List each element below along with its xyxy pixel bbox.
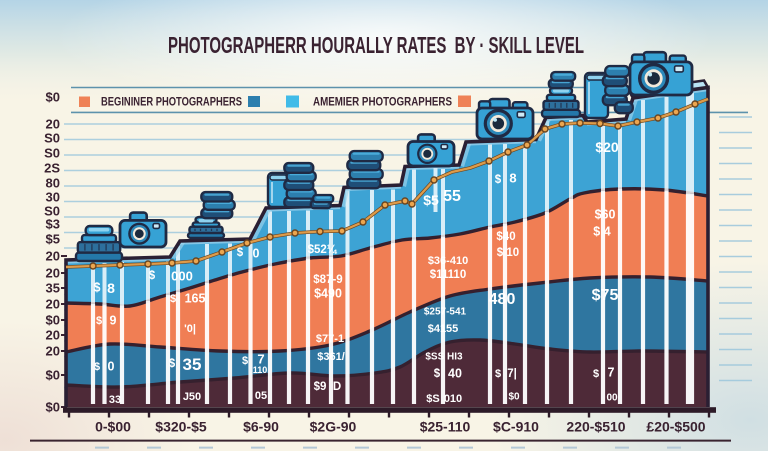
svg-text:$25-110: $25-110 [420, 419, 471, 435]
svg-text:$: $ [495, 368, 501, 380]
svg-text:$: $ [242, 355, 248, 367]
svg-text:$SS HI3: $SS HI3 [425, 352, 463, 363]
svg-text:$: $ [237, 247, 244, 259]
svg-text:$0: $0 [46, 313, 60, 328]
svg-text:55: 55 [443, 188, 461, 205]
svg-text:$S: $S [426, 393, 439, 405]
svg-text:$0: $0 [46, 368, 60, 383]
svg-text:BEGININER PHOTOGRAPHERS: BEGININER PHOTOGRAPHERS [101, 97, 242, 109]
svg-text:35: 35 [183, 355, 202, 374]
svg-text:20: 20 [46, 344, 60, 359]
svg-text:$490: $490 [314, 287, 342, 301]
svg-text:$0: $0 [508, 392, 520, 403]
svg-text:0: 0 [253, 247, 260, 261]
svg-text:$36-410: $36-410 [428, 255, 468, 267]
svg-text:'0|: '0| [184, 323, 196, 335]
svg-text:$: $ [434, 368, 441, 380]
svg-text:20: 20 [46, 328, 60, 343]
svg-text:30: 30 [46, 190, 60, 205]
svg-text:$40: $40 [496, 231, 515, 243]
svg-text:9: 9 [110, 314, 117, 328]
svg-text:AMEMIER PHOTOGRAPHERS: AMEMIER PHOTOGRAPHERS [313, 97, 452, 109]
svg-text:110: 110 [253, 365, 268, 375]
svg-text:$52¼: $52¼ [308, 244, 338, 256]
svg-text:$0: $0 [46, 400, 60, 415]
svg-text:7: 7 [608, 366, 615, 380]
svg-text:$ 10: $ 10 [497, 247, 519, 259]
svg-text:8: 8 [107, 280, 115, 296]
svg-text:7|: 7| [507, 368, 517, 380]
svg-text:$: $ [94, 361, 100, 373]
svg-text:000: 000 [171, 269, 193, 284]
svg-text:20: 20 [46, 266, 60, 281]
svg-text:010: 010 [444, 393, 462, 405]
svg-text:33: 33 [109, 394, 121, 406]
svg-text:J50: J50 [183, 391, 201, 403]
svg-text:S0: S0 [44, 146, 60, 161]
svg-text:$320-$5: $320-$5 [155, 419, 207, 435]
svg-text:$361/: $361/ [317, 351, 345, 363]
svg-text:$11110: $11110 [430, 269, 466, 281]
svg-text:$5: $5 [423, 192, 439, 208]
svg-text:480: 480 [489, 291, 516, 308]
svg-text:8: 8 [509, 171, 516, 186]
svg-text:05: 05 [255, 390, 267, 402]
svg-text:$4155: $4155 [428, 323, 459, 335]
svg-text:2S: 2S [44, 161, 60, 176]
svg-text:$: $ [94, 281, 101, 295]
svg-text:D: D [333, 381, 341, 393]
svg-text:$257-541: $257-541 [424, 307, 467, 318]
svg-text:$2G-90: $2G-90 [310, 419, 357, 435]
svg-text:$0: $0 [46, 90, 60, 105]
svg-text:$6-90: $6-90 [243, 419, 279, 435]
svg-text:$87-9: $87-9 [313, 274, 342, 286]
svg-text:$: $ [593, 368, 599, 380]
svg-text:7: 7 [257, 352, 264, 367]
svg-text:40: 40 [448, 367, 462, 381]
svg-text:00: 00 [606, 393, 618, 404]
svg-text:S0: S0 [44, 204, 60, 219]
svg-text:$: $ [96, 315, 102, 327]
svg-text:$9: $9 [314, 381, 327, 393]
svg-text:$77-1: $77-1 [316, 333, 344, 345]
svg-text:$5: $5 [46, 232, 60, 247]
svg-text:0-$00: 0-$00 [95, 419, 131, 435]
svg-text:0: 0 [108, 360, 115, 374]
svg-text:£20-$500: £20-$500 [646, 419, 705, 435]
svg-text:$75: $75 [592, 287, 619, 304]
svg-text:$: $ [149, 270, 156, 282]
svg-text:35: 35 [46, 281, 60, 296]
svg-text:$ 4: $ 4 [593, 225, 610, 239]
svg-text:$3: $3 [46, 217, 60, 232]
svg-text:220-$510: 220-$510 [566, 419, 625, 435]
svg-text:PHOTOGRAPHERR HOURALLY RATES: PHOTOGRAPHERR HOURALLY RATES BY · SKILL … [168, 32, 584, 58]
svg-text:165: 165 [185, 292, 206, 306]
svg-text:$20: $20 [595, 139, 619, 155]
svg-text:S0: S0 [44, 131, 60, 146]
svg-text:20: 20 [46, 297, 60, 312]
svg-text:$: $ [170, 293, 176, 305]
svg-text:20: 20 [46, 249, 60, 264]
svg-text:$60: $60 [595, 208, 616, 222]
svg-text:$C-910: $C-910 [493, 419, 539, 435]
svg-text:$: $ [495, 174, 502, 186]
svg-text:80: 80 [46, 176, 60, 191]
svg-text:$: $ [169, 358, 176, 370]
svg-text:20: 20 [46, 117, 60, 132]
